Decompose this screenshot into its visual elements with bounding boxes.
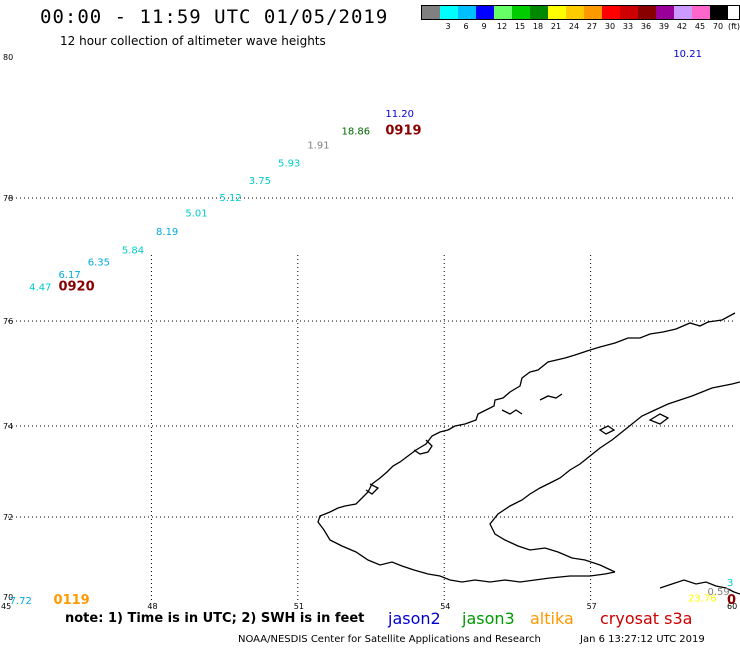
color-scale-label: 30 xyxy=(604,22,616,31)
color-swatch xyxy=(512,6,530,19)
color-swatch xyxy=(458,6,476,19)
color-scale-label: 9 xyxy=(481,22,487,31)
pass-time-label: 0920 xyxy=(58,279,94,294)
latitude-label: 76 xyxy=(3,317,13,326)
pass-time-label: 0119 xyxy=(54,593,90,608)
color-swatch xyxy=(530,6,548,19)
wave-height-value: 8.19 xyxy=(156,227,178,238)
color-scale-label: 42 xyxy=(676,22,688,31)
color-swatch xyxy=(674,6,692,19)
wave-height-value: 5.84 xyxy=(122,245,144,256)
longitude-label: 54 xyxy=(440,602,450,611)
wave-height-value: 18.86 xyxy=(341,127,370,138)
legend-cryosat-s3a: cryosat s3a xyxy=(600,609,693,628)
wave-height-value: 5.01 xyxy=(185,208,207,219)
color-scale-label: 36 xyxy=(640,22,652,31)
color-scale-label: 70 xyxy=(712,22,724,31)
color-scale-label: 12 xyxy=(496,22,508,31)
color-scale-label: 33 xyxy=(622,22,634,31)
wave-height-value: 7.72 xyxy=(10,596,32,607)
longitude-label: 48 xyxy=(147,602,157,611)
wave-height-value: 6.17 xyxy=(58,270,80,281)
wave-height-value: 10.21 xyxy=(673,49,702,60)
latitude-label: 74 xyxy=(3,422,13,431)
pass-time-label: 0919 xyxy=(385,124,421,139)
color-scale-label: 6 xyxy=(463,22,469,31)
color-swatch xyxy=(422,6,440,19)
color-scale-label: 21 xyxy=(550,22,562,31)
color-swatch xyxy=(602,6,620,19)
longitude-label: 51 xyxy=(294,602,304,611)
color-swatch xyxy=(584,6,602,19)
color-scale-label: 15 xyxy=(514,22,526,31)
latitude-label: 70 xyxy=(3,593,13,602)
wave-height-value: 0.59 xyxy=(707,587,729,598)
wave-height-value: 3 xyxy=(727,578,733,589)
color-swatch xyxy=(692,6,710,19)
legend-jason3: jason3 xyxy=(462,609,515,628)
coastline-novaya-zemlya xyxy=(317,312,740,595)
wave-height-value: 1.91 xyxy=(307,141,329,152)
wave-height-value: 5.12 xyxy=(219,193,241,204)
color-swatch xyxy=(656,6,674,19)
legend-altika: altika xyxy=(530,609,574,628)
longitude-label: 45 xyxy=(1,602,11,611)
legend-jason2: jason2 xyxy=(388,609,441,628)
color-swatch xyxy=(566,6,584,19)
color-scale-swatches xyxy=(421,5,740,20)
wave-height-value: 3.75 xyxy=(249,176,271,187)
wave-height-value: 5.93 xyxy=(278,158,300,169)
footer-date: Jan 6 13:27:12 UTC 2019 xyxy=(580,634,705,645)
longitude-label: 57 xyxy=(587,602,597,611)
latitude-label: 72 xyxy=(3,513,13,522)
latitude-label: 78 xyxy=(3,194,13,203)
page-title: 00:00 - 11:59 UTC 01/05/2019 xyxy=(40,6,389,28)
color-scale-label: 18 xyxy=(532,22,544,31)
color-scale-label: 45 xyxy=(694,22,706,31)
color-swatch xyxy=(620,6,638,19)
wave-height-value: 23.76 xyxy=(688,594,717,605)
color-swatch xyxy=(494,6,512,19)
color-scale-legend: 3 6 9 12 15 18 21 24 27 30 33 36 39 42 45 70 (ft) xyxy=(421,5,740,31)
pass-time-label: 0 xyxy=(727,593,736,608)
color-swatch xyxy=(440,6,458,19)
color-scale-unit: (ft) xyxy=(728,22,740,31)
color-scale-label: 24 xyxy=(568,22,580,31)
latitude-label: 80 xyxy=(3,53,13,62)
wave-height-layer: 4.47 6.17 6.35 5.84 8.19 5.01 5.12 3.75 5.93 1.91… xyxy=(10,49,736,608)
wave-height-value: 4.47 xyxy=(29,282,51,293)
color-swatch xyxy=(548,6,566,19)
color-scale-label: 39 xyxy=(658,22,670,31)
page-subtitle: 12 hour collection of altimeter wave hei… xyxy=(60,34,326,48)
color-scale-label: 3 xyxy=(445,22,451,31)
color-scale-label: 27 xyxy=(586,22,598,31)
wave-height-value: 11.20 xyxy=(385,109,414,120)
longitude-label: 60 xyxy=(727,602,737,611)
color-scale-labels: 3 6 9 12 15 18 21 24 27 30 33 36 39 42 45 70 (ft) xyxy=(421,22,740,31)
color-swatch xyxy=(476,6,494,19)
color-swatch xyxy=(638,6,656,19)
wave-height-value: 6.35 xyxy=(88,258,110,269)
color-swatch xyxy=(710,6,728,19)
footer-credit: NOAA/NESDIS Center for Satellite Applica… xyxy=(238,634,541,645)
footer-note: note: 1) Time is in UTC; 2) SWH is in fe… xyxy=(65,611,365,626)
